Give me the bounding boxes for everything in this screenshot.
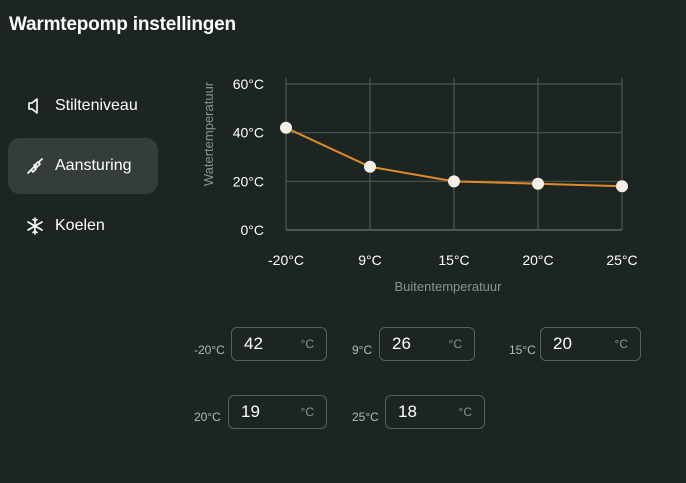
- sidebar-item-aansturing[interactable]: Aansturing: [8, 138, 158, 194]
- x-tick-label: -20°C: [268, 252, 304, 268]
- curve-point-4[interactable]: [616, 180, 628, 193]
- water-temp-field-15[interactable]: °C: [540, 327, 641, 361]
- water-temp-input-9[interactable]: [380, 334, 448, 354]
- water-temp-input-20[interactable]: [229, 402, 297, 422]
- page-title: Warmtepomp instellingen: [9, 14, 236, 35]
- unit-label: °C: [458, 405, 472, 419]
- sidebar-item-koelen[interactable]: Koelen: [8, 198, 158, 254]
- y-tick-label: 0°C: [241, 222, 265, 238]
- water-temp-input-25[interactable]: [386, 402, 454, 422]
- water-temp-field-minus20[interactable]: °C: [231, 327, 327, 361]
- y-axis-label: Watertemperatuur: [201, 81, 216, 186]
- water-temp-field-25[interactable]: °C: [385, 395, 485, 429]
- curve-point-2[interactable]: [448, 175, 460, 188]
- water-temp-field-9[interactable]: °C: [379, 327, 475, 361]
- y-tick-label: 20°C: [233, 173, 264, 189]
- speaker-icon: [24, 95, 46, 117]
- curve-point-3[interactable]: [532, 177, 544, 190]
- sidebar-item-label: Koelen: [55, 217, 105, 234]
- x-axis-label: Buitentemperatuur: [395, 279, 503, 294]
- sidebar-item-label: Stilteniveau: [55, 97, 138, 114]
- y-tick-label: 40°C: [233, 125, 264, 141]
- field-label-25: 25°C: [352, 410, 379, 424]
- x-tick-label: 15°C: [438, 252, 469, 268]
- water-temp-input-15[interactable]: [541, 334, 609, 354]
- x-tick-label: 20°C: [522, 252, 553, 268]
- snowflake-icon: [24, 215, 46, 237]
- x-tick-label: 25°C: [606, 252, 637, 268]
- water-temp-field-20[interactable]: °C: [228, 395, 327, 429]
- y-tick-label: 60°C: [233, 76, 264, 92]
- plug-icon: [24, 155, 46, 177]
- sidebar-item-stilteniveau[interactable]: Stilteniveau: [8, 78, 158, 134]
- curve-point-0[interactable]: [280, 121, 292, 134]
- field-label-20: 20°C: [194, 410, 221, 424]
- x-tick-label: 9°C: [358, 252, 382, 268]
- water-temp-input-minus20[interactable]: [232, 334, 300, 354]
- field-label-9: 9°C: [352, 343, 373, 357]
- unit-label: °C: [614, 337, 628, 351]
- unit-label: °C: [448, 337, 462, 351]
- curve-point-1[interactable]: [364, 160, 376, 173]
- unit-label: °C: [300, 405, 314, 419]
- sidebar-item-label: Aansturing: [55, 157, 132, 174]
- field-label-minus20: -20°C: [194, 343, 225, 357]
- field-label-15: 15°C: [509, 343, 536, 357]
- unit-label: °C: [300, 337, 314, 351]
